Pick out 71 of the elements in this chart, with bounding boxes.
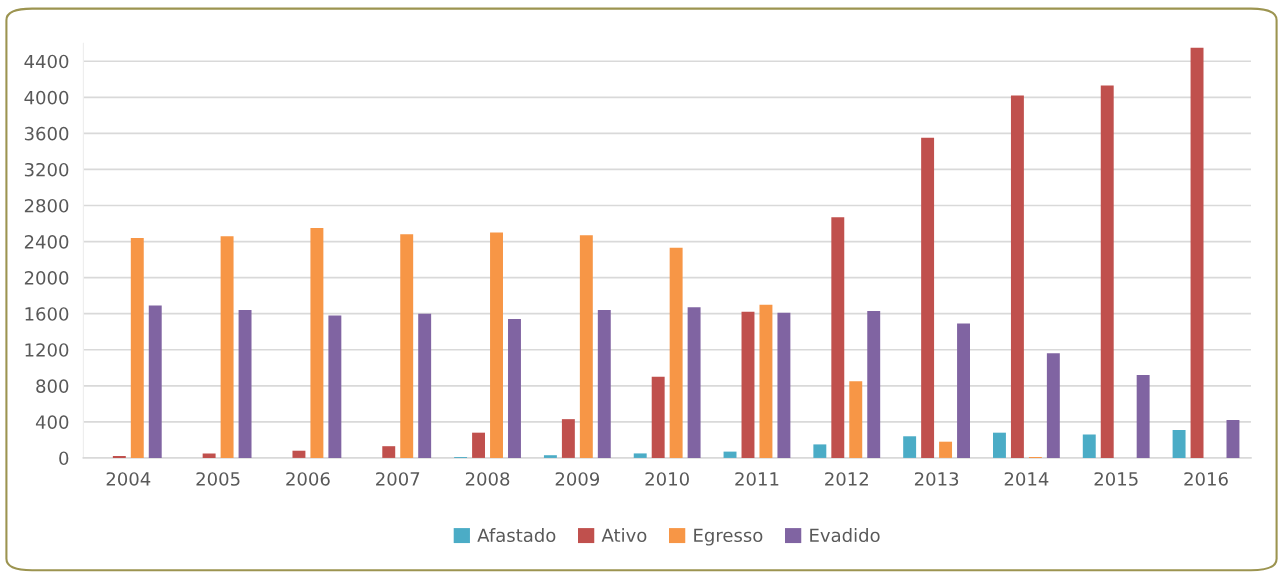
bar — [382, 446, 396, 458]
bar — [418, 313, 432, 458]
bar — [777, 312, 791, 458]
x-tick-label: 2013 — [914, 472, 959, 486]
y-tick-label: 3600 — [24, 126, 69, 141]
bar — [490, 232, 503, 458]
bar — [633, 453, 647, 458]
bar — [867, 310, 881, 458]
bar — [831, 217, 845, 458]
bar — [1100, 85, 1114, 458]
bar — [148, 305, 162, 458]
bar — [1172, 429, 1186, 458]
legend-label: Evadido — [810, 528, 880, 543]
legend-label: Egresso — [694, 528, 763, 546]
y-tick-label: 4400 — [24, 54, 69, 69]
y-tick-label: 4000 — [24, 90, 69, 105]
bar — [130, 237, 144, 458]
bar — [472, 432, 486, 458]
bar — [1046, 353, 1060, 458]
bar — [1190, 47, 1204, 458]
x-tick-label: 2011 — [735, 472, 779, 486]
bar — [669, 247, 683, 458]
bar — [238, 310, 252, 458]
y-tick-label: 400 — [35, 415, 69, 429]
bar — [687, 307, 701, 458]
y-tick-label: 1600 — [25, 307, 69, 321]
bar — [651, 376, 665, 458]
x-tick-label: 2008 — [465, 472, 510, 486]
legend-label: Afastado — [477, 528, 556, 543]
bar — [561, 419, 575, 458]
legend-label: Ativo — [601, 528, 647, 543]
bar — [921, 137, 935, 458]
bar — [310, 228, 324, 458]
x-tick-label: 2016 — [1184, 472, 1228, 486]
y-tick-label: 1200 — [25, 343, 69, 357]
bar — [849, 381, 863, 458]
x-tick-label: 2015 — [1094, 472, 1138, 486]
y-tick-label: 2400 — [24, 235, 69, 249]
y-tick-label: 2800 — [24, 198, 69, 213]
bar — [220, 236, 234, 458]
bar — [1082, 434, 1096, 458]
bar — [1136, 374, 1150, 458]
bar — [579, 235, 593, 458]
x-tick-label: 2012 — [825, 472, 868, 486]
bar — [813, 444, 827, 458]
x-tick-label: 2009 — [555, 472, 600, 486]
x-tick-label: 2005 — [196, 472, 240, 486]
bar — [741, 311, 755, 458]
y-tick-label: 800 — [36, 379, 69, 393]
x-tick-label: 2010 — [645, 472, 689, 486]
bar — [759, 304, 773, 458]
bar — [939, 441, 953, 458]
bar — [957, 323, 970, 458]
bar — [328, 315, 342, 458]
x-tick-label: 2006 — [286, 472, 330, 486]
bar — [292, 450, 306, 458]
bar — [992, 432, 1006, 458]
x-tick-label: 2007 — [376, 472, 420, 486]
y-tick-label: 2000 — [24, 271, 69, 285]
bar — [903, 436, 917, 458]
bar — [400, 234, 414, 458]
bar — [1226, 420, 1240, 458]
bar — [1010, 95, 1024, 458]
bar — [202, 453, 216, 458]
y-tick-label: 0 — [59, 451, 69, 466]
bar — [543, 455, 557, 458]
x-tick-label: 2004 — [106, 472, 151, 486]
y-tick-label: 3200 — [24, 162, 69, 177]
bar — [597, 310, 611, 458]
bar — [508, 319, 521, 458]
x-tick-label: 2014 — [1004, 472, 1049, 486]
